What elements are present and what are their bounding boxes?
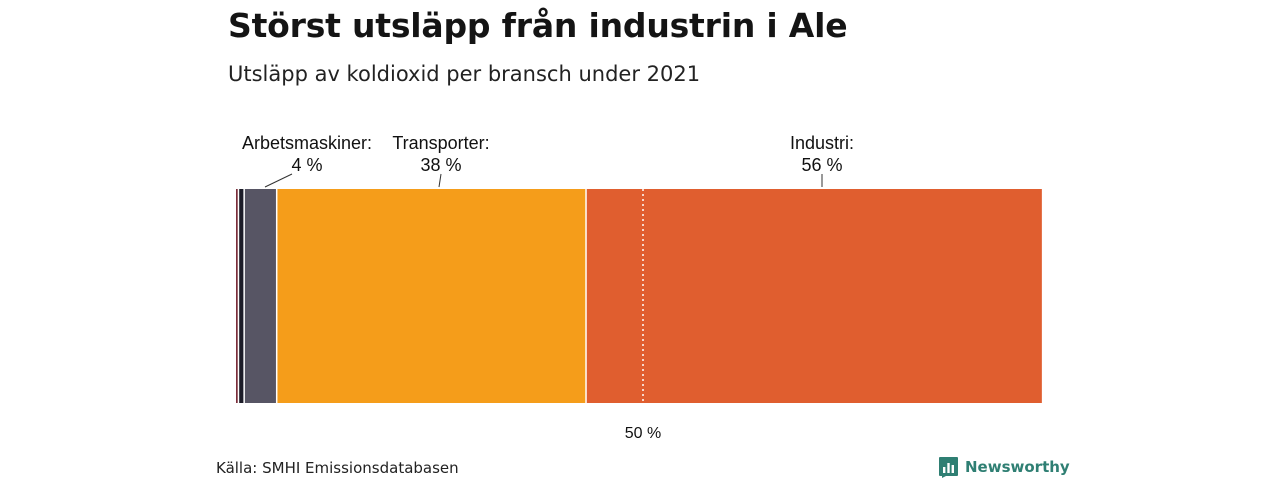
bar-segments [236, 189, 1042, 403]
segment-leader-3 [438, 173, 442, 188]
bar-segment-0 [236, 189, 239, 403]
brand-logo: Newsworthy [938, 456, 1070, 478]
segment-labels: Arbetsmaskiner:4 % Transporter:38 % Indust… [242, 133, 854, 188]
stacked-bar-chart: Arbetsmaskiner:4 % Transporter:38 % Indust… [236, 133, 1042, 442]
bar-segment-2 [244, 189, 277, 403]
bar-segment-4 [586, 189, 1042, 403]
reference-line-label: 50 % [625, 425, 661, 442]
brand-name: Newsworthy [965, 458, 1070, 476]
source-note: Källa: SMHI Emissionsdatabasen [216, 459, 459, 477]
reference-line-group: 50 % [625, 189, 661, 442]
bar-segment-3 [276, 189, 587, 403]
segment-label-2: Arbetsmaskiner: [242, 133, 372, 153]
segment-label-4: Industri: [790, 133, 854, 153]
segment-value-label-3: 38 % [420, 155, 461, 175]
bar-segment-1 [238, 189, 245, 403]
segment-label-3: Transporter: [392, 133, 489, 153]
segment-value-label-4: 56 % [801, 155, 842, 175]
page-subtitle: Utsläpp av koldioxid per bransch under 2… [228, 62, 701, 86]
segment-value-label-2: 4 % [291, 155, 322, 175]
segment-leader-2 [264, 173, 293, 188]
page-title: Störst utsläpp från industrin i Ale [228, 6, 848, 45]
bar-chart-icon [939, 457, 958, 478]
